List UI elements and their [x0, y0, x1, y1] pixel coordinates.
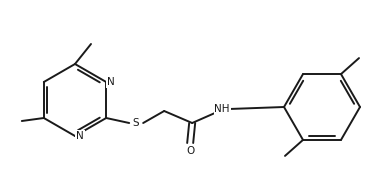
- Text: N: N: [107, 77, 115, 87]
- Text: S: S: [133, 118, 140, 128]
- Text: O: O: [186, 146, 194, 156]
- Text: N: N: [76, 131, 84, 141]
- Text: NH: NH: [215, 104, 230, 114]
